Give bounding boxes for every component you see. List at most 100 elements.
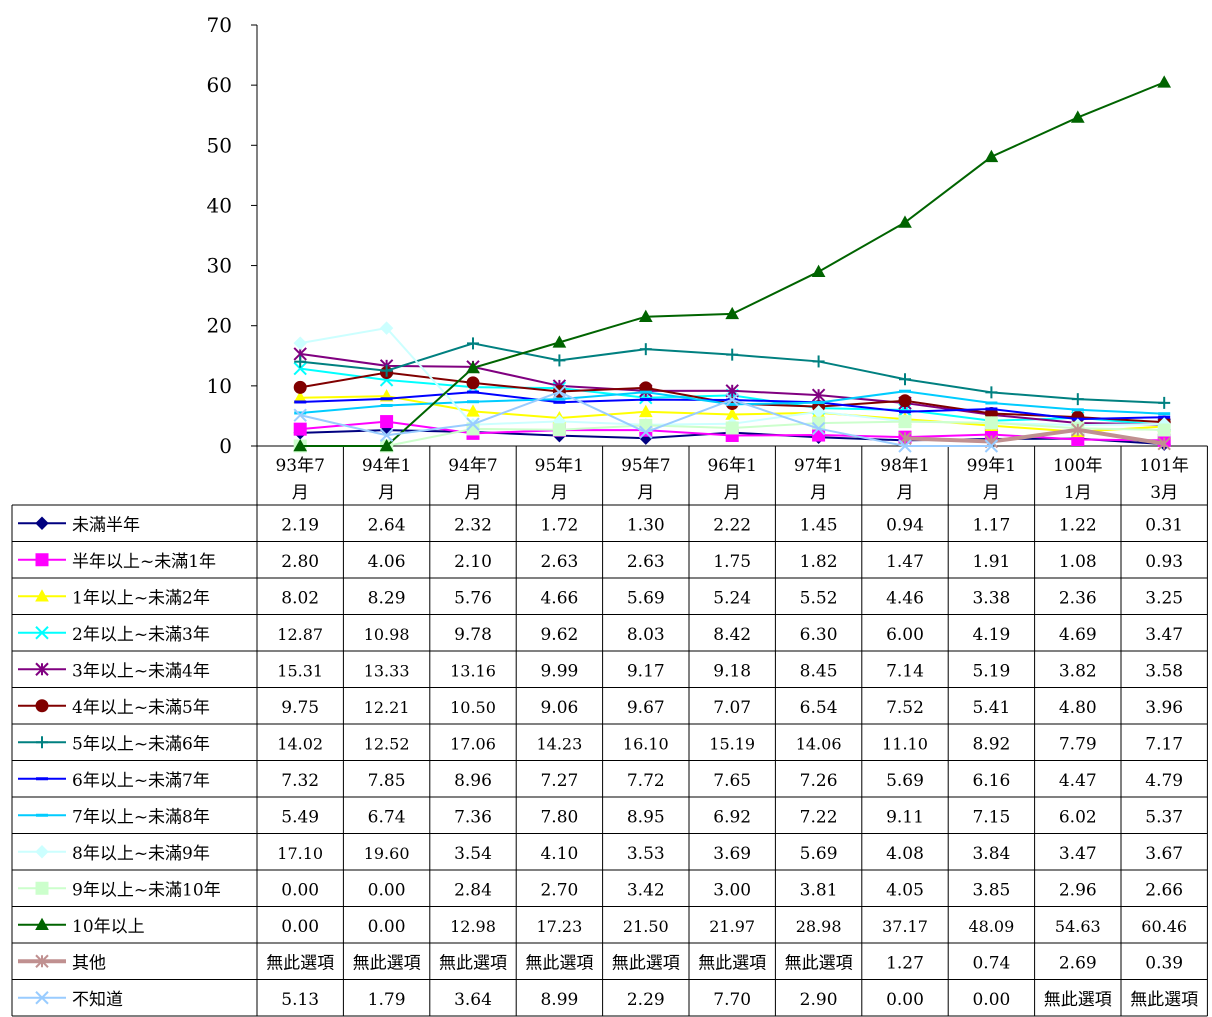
table-cell-value: 6.16 [972,771,1010,791]
table-cell-value: 9.06 [540,698,578,718]
table-cell-value: 7.85 [368,771,406,791]
x-tick-label: 97年1 [794,456,843,476]
data-point-marker [293,408,307,422]
table-cell-value: 無此選項 [1044,990,1112,1010]
data-point-marker [553,354,566,367]
table-cell-value: 28.98 [796,917,842,936]
table-cell-value: 2.63 [627,552,665,572]
table-cell-value: 8.42 [713,625,751,645]
table-cell-value: 無此選項 [612,953,680,973]
legend-label: 不知道 [72,990,123,1010]
table-cell-value: 無此選項 [439,953,507,973]
legend-label: 6年以上~未滿7年 [72,771,210,791]
table-cell-value: 無此選項 [266,953,334,973]
data-point-marker [467,337,479,350]
data-point-marker [552,385,567,399]
table-cell-value: 4.79 [1145,771,1183,791]
y-tick-label: 30 [207,254,232,278]
table-cell-value: 1.22 [1059,515,1097,535]
table-cell-value: 3.42 [627,880,665,900]
table-cell-value: 2.64 [368,515,406,535]
table-cell-value: 1.79 [368,990,406,1010]
table-cell-value: 4.10 [540,844,578,864]
table-cell-value: 7.07 [713,698,751,718]
x-tick-label: 95年7 [621,456,670,476]
table-cell-value: 10.98 [364,625,410,644]
data-point-marker [811,388,826,402]
table-cell-value: 7.27 [540,771,578,791]
data-point-marker [898,439,912,453]
data-point-marker [293,422,307,436]
data-point-marker [380,415,394,429]
data-point-marker [36,736,48,749]
table-cell-value: 0.00 [972,990,1010,1010]
table-cell-value: 4.80 [1059,698,1097,718]
table-cell-value: 7.80 [540,807,578,827]
table-cell-value: 12.98 [450,917,496,936]
table-cell-value: 6.30 [800,625,838,645]
legend-label: 8年以上~未滿9年 [72,844,210,864]
table-cell-value: 0.00 [281,917,319,937]
legend-label: 1年以上~未滿2年 [72,588,210,608]
table-cell-value: 8.96 [454,771,492,791]
x-tick-label: 3月 [1150,483,1178,503]
table-cell-value: 9.78 [454,625,492,645]
table-cell-value: 7.52 [886,698,924,718]
table-cell-value: 1.30 [627,515,665,535]
table-cell-value: 6.74 [368,807,406,827]
table-cell-value: 3.96 [1145,698,1183,718]
table-row: 9年以上~未滿10年 0.00 0.00 2.84 2.70 3.42 3.00 3.81 4.… [18,880,1183,900]
data-point-marker [294,355,307,368]
data-point-marker [812,355,825,368]
data-point-marker [293,380,307,394]
table-cell-value: 3.82 [1059,661,1097,681]
table-cell-value: 2.96 [1059,880,1097,900]
table-cell-value: 0.00 [368,880,406,900]
table-cell-value: 2.84 [454,880,492,900]
data-point-marker [35,626,49,640]
data-point-marker [1157,423,1171,437]
table-cell-value: 9.62 [540,625,578,645]
data-point-marker [35,662,49,676]
table-cell-value: 15.31 [277,661,323,680]
table-cell-value: 0.93 [1145,552,1183,572]
data-point-marker [35,917,49,931]
table-cell-value: 54.63 [1055,917,1101,936]
data-point-marker [898,394,912,408]
table-cell-value: 1.91 [972,552,1010,572]
table-cell-value: 3.47 [1059,844,1097,864]
data-table: 未滿半年 2.19 2.64 2.32 1.72 1.30 2.22 1.45 0.94 1.17… [11,504,1208,1017]
data-point-marker [380,364,393,377]
table-cell-value: 1.75 [713,552,751,572]
x-tick-label: 101年 [1139,456,1188,476]
table-cell-value: 19.60 [364,844,410,863]
x-tick-label: 月 [637,483,654,503]
data-point-marker [379,321,394,335]
data-point-marker [552,335,567,348]
table-cell-value: 無此選項 [785,953,853,973]
legend-label: 10年以上 [72,917,145,937]
x-tick-label: 月 [465,483,482,503]
table-cell-value: 17.10 [277,844,323,863]
data-point-marker [466,404,480,417]
data-point-marker [35,954,49,968]
legend-label: 7年以上~未滿8年 [72,807,210,827]
table-cell-value: 13.16 [450,661,496,680]
table-cell-value: 8.45 [800,661,838,681]
data-point-marker [898,415,912,429]
table-cell-value: 3.69 [713,844,751,864]
table-cell-value: 無此選項 [353,953,421,973]
table-cell-value: 2.29 [627,990,665,1010]
series-13 [293,385,999,453]
table-cell-value: 1.17 [972,515,1010,535]
data-point-marker [35,881,49,895]
table-cell-value: 0.00 [368,917,406,937]
table-cell-value: 7.70 [713,990,751,1010]
data-point-marker [984,149,999,163]
table-cell-value: 8.03 [627,625,665,645]
x-tick-label: 月 [724,483,741,503]
x-tick-label: 月 [897,483,914,503]
table-cell-value: 9.67 [627,698,665,718]
data-point-marker [35,845,49,859]
data-point-marker [811,421,826,436]
